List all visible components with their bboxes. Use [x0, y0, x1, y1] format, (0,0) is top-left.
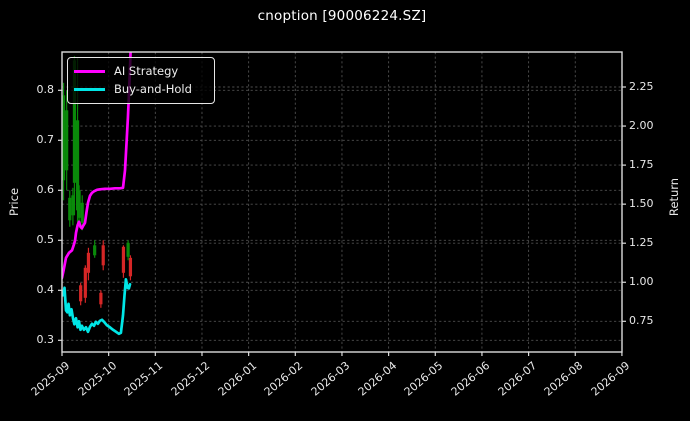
return-tick-label: 1.00 — [629, 275, 654, 289]
return-tick-label: 2.25 — [629, 80, 654, 93]
candle-body-up — [93, 245, 97, 256]
strategy-lines — [62, 52, 132, 336]
candle-body-up — [77, 190, 81, 218]
legend-item-ai-strategy: AI Strategy — [74, 65, 208, 78]
price-tick-label: 0.5 — [36, 233, 55, 247]
legend-label-ai-strategy: AI Strategy — [114, 64, 179, 78]
buy-and-hold-line-icon — [74, 87, 105, 92]
price-tick-label: 0.4 — [36, 283, 55, 297]
legend: AI Strategy Buy-and-Hold — [67, 57, 215, 104]
candle-body-down — [128, 257, 133, 277]
y-axis-label-return: Return — [667, 177, 681, 217]
candle-body-down — [86, 252, 91, 273]
return-tick-label: 2.00 — [629, 119, 654, 133]
price-tick-label: 0.6 — [36, 183, 55, 197]
price-tick-label: 0.8 — [36, 83, 55, 97]
candle-body-up — [62, 95, 66, 181]
return-tick-label: 1.50 — [629, 197, 654, 211]
return-tick-label: 1.75 — [629, 158, 654, 172]
candle-body-down — [79, 285, 83, 302]
candle-body-down — [121, 246, 126, 273]
price-tick-label: 0.3 — [36, 333, 55, 347]
ai-strategy-line — [62, 52, 132, 280]
tick-marks — [58, 86, 626, 356]
return-tick-label: 1.25 — [629, 236, 654, 250]
candle-body-down — [99, 292, 103, 305]
ai-strategy-line-icon — [74, 69, 105, 74]
candle-body-up — [72, 60, 77, 183]
candle-body-up — [75, 120, 80, 211]
chart-title: cnoption [90006224.SZ] — [257, 8, 427, 24]
candle-body-down — [101, 245, 105, 266]
candle-body-up — [68, 197, 72, 221]
candle-body-up — [80, 202, 84, 223]
legend-item-buy-and-hold: Buy-and-Hold — [74, 83, 208, 96]
price-tick-label: 0.7 — [36, 133, 55, 147]
return-tick-label: 0.75 — [629, 314, 654, 328]
candle-body-up — [126, 242, 130, 257]
candle-body-up — [71, 195, 75, 216]
buy-and-hold-line — [62, 277, 132, 336]
candlesticks — [62, 56, 133, 308]
candle-body-up — [65, 110, 69, 171]
candle-body-down — [83, 267, 87, 298]
legend-label-buy-and-hold: Buy-and-Hold — [114, 82, 192, 96]
